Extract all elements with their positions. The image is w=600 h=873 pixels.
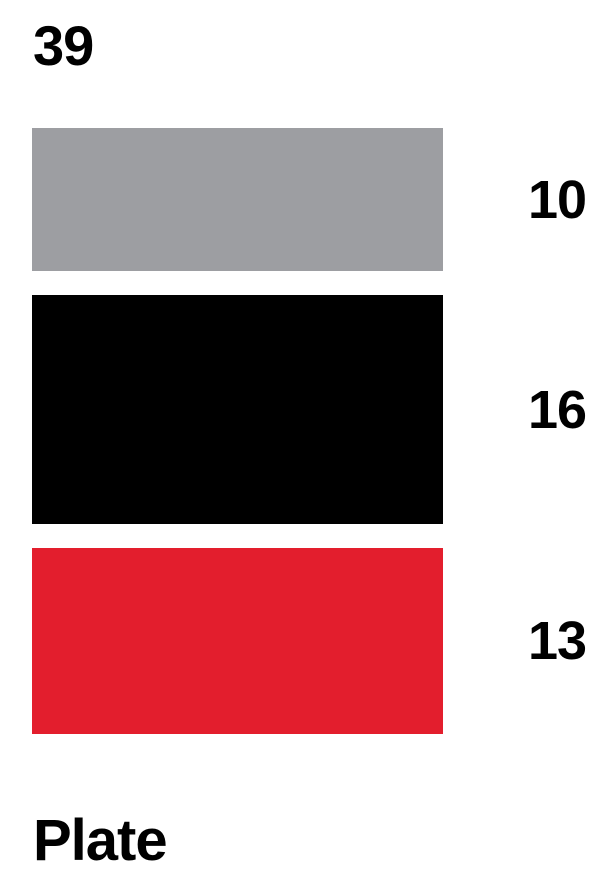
bar-segment-1 [32,128,443,272]
segment-value-label-1: 10 [528,169,587,230]
segment-value-labels: 10 16 13 [520,128,600,734]
total-value-label: 39 [33,14,94,77]
bar-segment-2 [32,295,443,524]
category-label: Plate [33,808,168,873]
bar-segment-3 [32,548,443,734]
segment-value-label-2: 16 [528,379,587,440]
stacked-bar [32,128,443,734]
segment-value-label-3: 13 [528,611,587,671]
